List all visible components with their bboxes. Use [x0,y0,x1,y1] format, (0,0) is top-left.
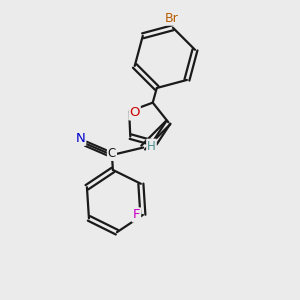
Text: N: N [76,132,85,145]
Text: C: C [108,147,116,160]
Text: Br: Br [165,12,178,25]
Text: F: F [133,208,140,221]
Text: O: O [129,106,140,119]
Text: H: H [147,140,156,153]
